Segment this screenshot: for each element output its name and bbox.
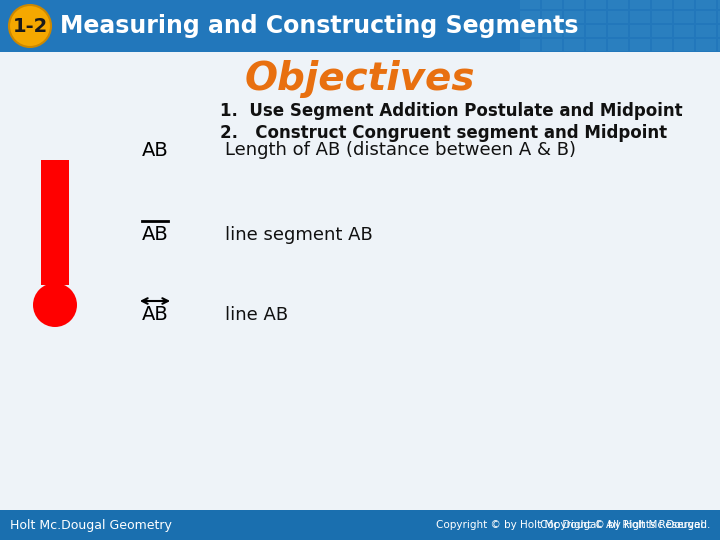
Bar [652,39,672,51]
Bar [542,39,562,51]
Bar [542,11,562,23]
Bar [608,11,628,23]
Text: line AB: line AB [225,306,288,324]
Bar [608,25,628,37]
Bar [718,11,720,23]
Bar [674,39,694,51]
Text: Objectives: Objectives [245,60,475,98]
Bar [630,25,650,37]
Circle shape [9,5,51,47]
Text: line segment AB: line segment AB [225,226,373,244]
Bar [564,25,584,37]
Bar [696,0,716,9]
Bar [652,0,672,9]
Bar [586,0,606,9]
Bar [696,11,716,23]
Bar [564,11,584,23]
Text: AB: AB [142,306,168,325]
Bar [520,25,540,37]
Bar [586,39,606,51]
Bar [652,25,672,37]
Text: AB: AB [142,140,168,159]
Text: Length of AB (distance between A & B): Length of AB (distance between A & B) [225,141,576,159]
Text: 2.   Construct Congruent segment and Midpoint: 2. Construct Congruent segment and Midpo… [220,124,667,142]
Circle shape [33,283,77,327]
Bar [630,0,650,9]
Bar [630,11,650,23]
Bar [0,52,720,510]
Bar [586,25,606,37]
Bar [542,0,562,9]
Bar [586,11,606,23]
Bar [41,160,69,285]
Bar [0,510,720,540]
Bar [630,39,650,51]
Bar [608,39,628,51]
Bar [520,0,540,9]
Bar [520,11,540,23]
Bar [696,39,716,51]
Bar [718,25,720,37]
Bar [696,25,716,37]
Text: Measuring and Constructing Segments: Measuring and Constructing Segments [60,14,578,38]
Bar [674,11,694,23]
Bar [718,0,720,9]
Bar [564,0,584,9]
Bar [652,11,672,23]
Text: Copyright © by Holt Mc Dougal. All Rights Reserved.: Copyright © by Holt Mc Dougal. All Right… [436,520,710,530]
Bar [608,0,628,9]
Text: 1.  Use Segment Addition Postulate and Midpoint: 1. Use Segment Addition Postulate and Mi… [220,102,683,120]
Text: AB: AB [142,226,168,245]
Bar [0,0,720,52]
Bar [718,39,720,51]
Text: Holt Mc.Dougal Geometry: Holt Mc.Dougal Geometry [10,518,172,531]
Bar [520,39,540,51]
Bar [564,39,584,51]
Bar [674,0,694,9]
Text: Copyright © by Holt Mc Dougal.: Copyright © by Holt Mc Dougal. [540,520,710,530]
Text: 1-2: 1-2 [12,17,48,36]
Polygon shape [41,160,69,180]
Bar [542,25,562,37]
Bar [674,25,694,37]
